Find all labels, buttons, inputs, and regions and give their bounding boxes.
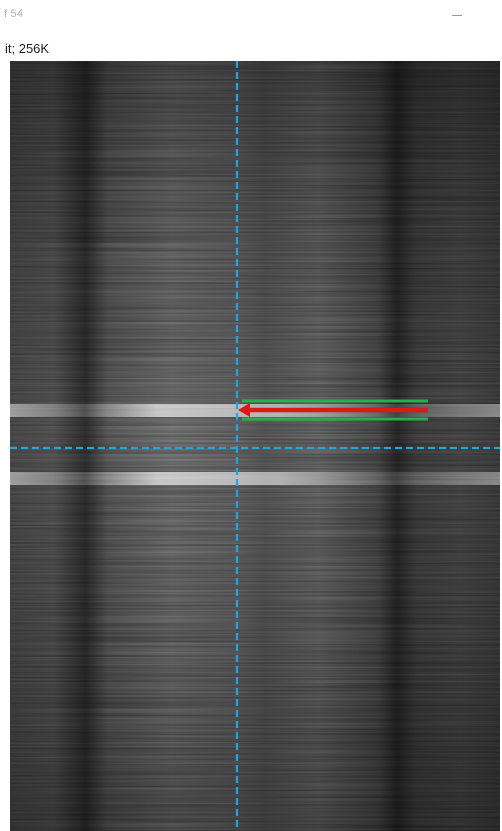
image-canvas-svg: [10, 61, 500, 831]
minimize-icon: [452, 14, 462, 16]
frame-counter: f 54: [4, 8, 24, 20]
bright-band-lower: [10, 472, 500, 485]
window-titlebar: f 54: [0, 0, 502, 34]
roi-arrow-icon[interactable]: [238, 399, 428, 421]
image-canvas[interactable]: [10, 61, 500, 831]
image-info-label: it; 256K: [5, 41, 50, 56]
minimize-button[interactable]: [446, 4, 468, 26]
